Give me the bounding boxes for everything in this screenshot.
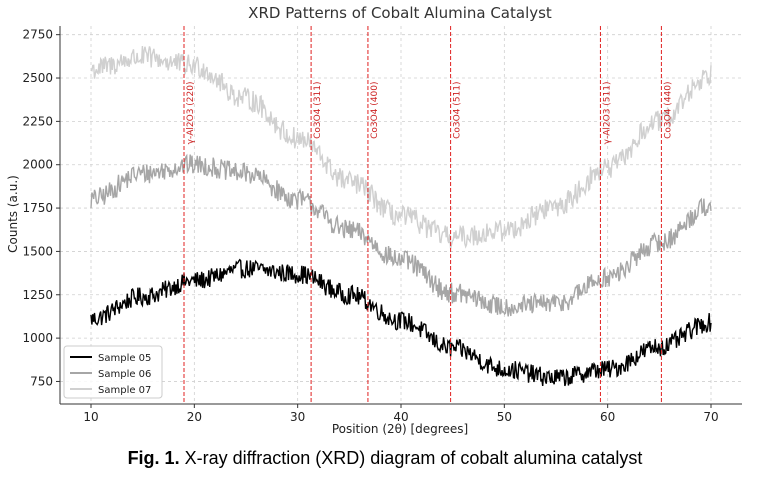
figure-caption: Fig. 1. X-ray diffraction (XRD) diagram … <box>0 448 770 469</box>
caption-text: X-ray diffraction (XRD) diagram of cobal… <box>179 448 643 468</box>
x-tick-label: 70 <box>703 410 718 424</box>
y-tick-label: 1250 <box>22 288 53 302</box>
y-tick-label: 2000 <box>22 158 53 172</box>
y-tick-label: 750 <box>30 374 53 388</box>
y-tick-label: 2250 <box>22 114 53 128</box>
x-tick-label: 60 <box>600 410 615 424</box>
legend: Sample 05 Sample 06 Sample 07 <box>63 345 163 399</box>
series-lines <box>90 45 712 387</box>
legend-label: Sample 06 <box>98 369 151 380</box>
axes: 10 20 30 40 50 60 70 750 1000 1250 1500 1750 2000 225… <box>22 26 742 424</box>
peak-annotations: γ-Al2O3 (220) Co3O4 (311) Co3O4 (400) Co3O4… <box>183 26 673 404</box>
peak-label: γ-Al2O3 (220) <box>186 81 196 144</box>
peak-label: Co3O4 (440) <box>663 81 673 138</box>
y-tick-label: 2750 <box>22 28 53 42</box>
x-tick-label: 40 <box>393 410 408 424</box>
x-tick-label: 50 <box>497 410 512 424</box>
peak-label: Co3O4 (311) <box>313 81 323 138</box>
y-tick-label: 1750 <box>22 201 53 215</box>
legend-label: Sample 05 <box>98 353 151 364</box>
x-tick-label: 10 <box>83 410 98 424</box>
x-tick-label: 20 <box>187 410 202 424</box>
legend-label: Sample 07 <box>98 385 151 396</box>
series-line-sample-05 <box>90 258 712 387</box>
y-tick-label: 1500 <box>22 244 53 258</box>
y-axis-label: Counts (a.u.) <box>6 175 20 253</box>
series-line-sample-07 <box>90 45 712 249</box>
peak-label: Co3O4 (511) <box>453 81 463 138</box>
figure-number: Fig. 1. <box>127 448 180 468</box>
peak-label: γ-Al2O3 (511) <box>602 81 612 144</box>
peak-label: Co3O4 (400) <box>370 81 380 138</box>
y-tick-label: 2500 <box>22 71 53 85</box>
x-axis-label: Position (2θ) [degrees] <box>332 422 468 436</box>
y-tick-label: 1000 <box>22 331 53 345</box>
chart-title: XRD Patterns of Cobalt Alumina Catalyst <box>248 4 552 22</box>
x-tick-label: 30 <box>290 410 305 424</box>
xrd-chart: γ-Al2O3 (220) Co3O4 (311) Co3O4 (400) Co3O4… <box>6 4 742 436</box>
grid <box>60 26 742 404</box>
legend-box <box>63 345 163 399</box>
series-line-sample-06 <box>90 153 712 317</box>
